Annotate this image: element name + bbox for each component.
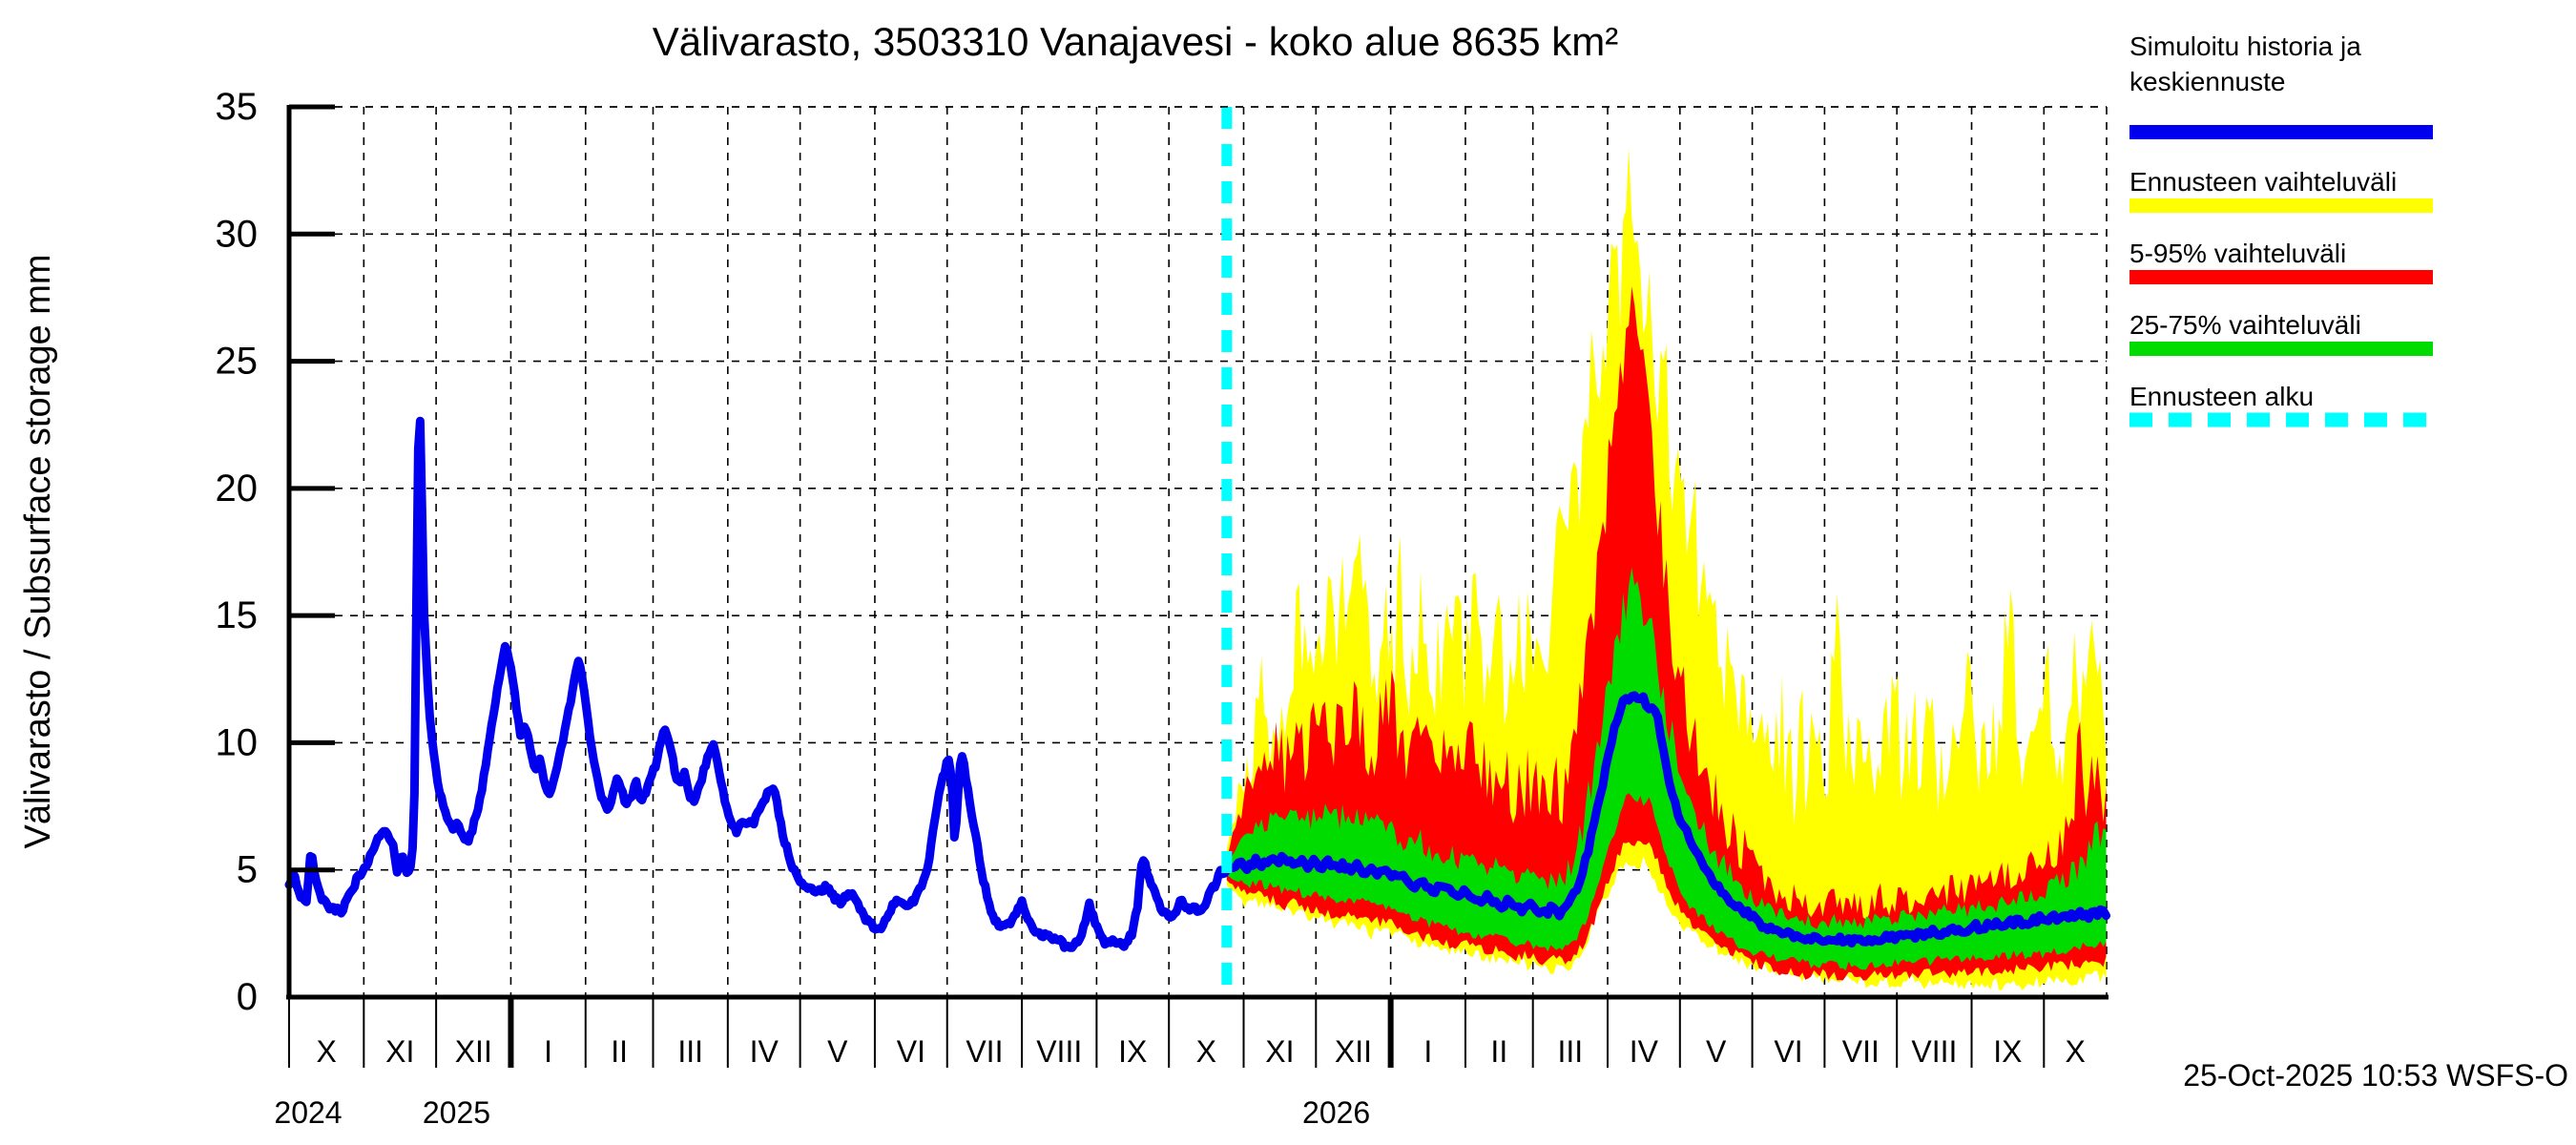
x-month-label: XI	[385, 1034, 414, 1069]
x-month-label: X	[2065, 1034, 2085, 1069]
y-tick-label: 25	[216, 341, 259, 383]
legend-history-label-line1: Simuloitu historia ja	[2129, 31, 2361, 61]
legend-forecast-start-label: Ennusteen alku	[2129, 382, 2314, 411]
y-tick-label: 5	[237, 849, 258, 891]
legend-5-95-swatch	[2129, 270, 2433, 284]
x-month-label: IX	[1993, 1034, 2022, 1069]
data-lines	[284, 416, 2110, 952]
x-month-label: V	[827, 1034, 848, 1069]
x-month-label: IV	[750, 1034, 779, 1069]
x-month-label: VI	[1774, 1034, 1802, 1069]
legend-history-swatch	[2129, 125, 2433, 139]
x-year-label: 2024	[274, 1095, 342, 1130]
legend-forecast-range-label: Ennusteen vaihteluväli	[2129, 167, 2397, 197]
legend-25-75-label: 25-75% vaihteluväli	[2129, 310, 2361, 340]
y-tick-label: 30	[216, 213, 259, 255]
legend-history-label-line2: keskiennuste	[2129, 67, 2285, 96]
x-month-label: IX	[1118, 1034, 1147, 1069]
y-tick-label: 20	[216, 468, 259, 510]
x-month-label: X	[1196, 1034, 1216, 1069]
timestamp-label: 25-Oct-2025 10:53 WSFS-O	[2183, 1058, 2568, 1093]
y-tick-label: 15	[216, 594, 259, 636]
x-year-label: 2026	[1302, 1095, 1370, 1130]
x-month-label: X	[316, 1034, 336, 1069]
x-month-label: I	[544, 1034, 552, 1069]
x-month-label: VII	[1842, 1034, 1880, 1069]
x-month-label: V	[1706, 1034, 1727, 1069]
chart-title: Välivarasto, 3503310 Vanajavesi - koko a…	[653, 19, 1619, 64]
x-month-label: XII	[1335, 1034, 1372, 1069]
y-tick-label: 0	[237, 976, 258, 1018]
x-month-label: I	[1423, 1034, 1432, 1069]
x-month-label: III	[1558, 1034, 1584, 1069]
legend-forecast-range-swatch	[2129, 198, 2433, 213]
legend-25-75-swatch	[2129, 342, 2433, 356]
axes-frame	[286, 105, 2109, 1000]
x-month-label: VIII	[1036, 1034, 1082, 1069]
y-tick-label: 35	[216, 86, 259, 128]
x-year-label: 2025	[423, 1095, 490, 1130]
y-tick-label: 10	[216, 721, 259, 763]
y-axis-label: Välivarasto / Subsurface storage mm	[18, 254, 58, 848]
x-month-label: II	[611, 1034, 628, 1069]
x-month-label: III	[677, 1034, 703, 1069]
x-month-label: XI	[1265, 1034, 1294, 1069]
x-month-label: VI	[897, 1034, 925, 1069]
legend-5-95-label: 5-95% vaihteluväli	[2129, 239, 2346, 268]
x-month-label: IV	[1630, 1034, 1659, 1069]
x-month-label: XII	[455, 1034, 492, 1069]
legend: Simuloitu historia ja keskiennuste Ennus…	[2129, 31, 2433, 427]
x-month-label: VII	[966, 1034, 1003, 1069]
x-month-label: VIII	[1911, 1034, 1957, 1069]
x-month-label: II	[1490, 1034, 1507, 1069]
